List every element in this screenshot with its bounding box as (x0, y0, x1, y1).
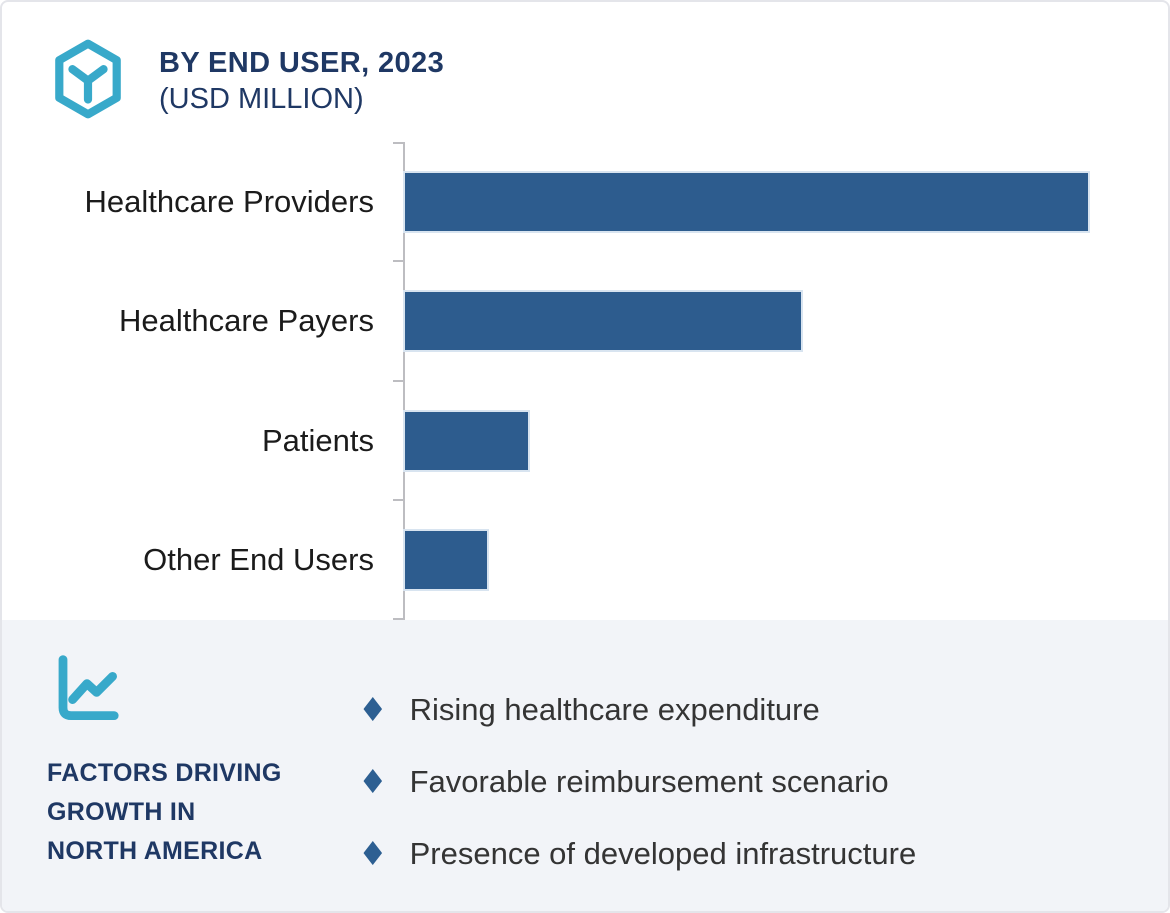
factors-title: FACTORS DRIVING GROWTH IN NORTH AMERICA (47, 754, 347, 871)
factors-list: ♦ Rising healthcare expenditure ♦ Favora… (358, 692, 916, 872)
diamond-bullet-icon: ♦ (358, 762, 388, 801)
chart-title-block: BY END USER, 2023 (USD MILLION) (159, 38, 444, 117)
factor-text: Rising healthcare expenditure (409, 692, 820, 727)
chart-subtitle: (USD MILLION) (159, 83, 364, 115)
hexagon-cube-icon (55, 39, 121, 119)
bar-track (405, 531, 1088, 590)
category-label: Healthcare Payers (118, 303, 374, 339)
list-item: ♦ Presence of developed infrastructure (358, 836, 916, 872)
axis-tick (393, 499, 403, 501)
chart-row: Patients (2, 381, 1168, 501)
chart-row: Healthcare Payers (2, 262, 1168, 382)
chart-title: BY END USER, 2023 (159, 47, 445, 79)
category-label: Other End Users (143, 542, 374, 578)
bar-chart: Healthcare Providers Healthcare Payers P… (2, 142, 1168, 620)
diamond-bullet-icon: ♦ (358, 690, 388, 729)
chart-bar (405, 531, 487, 590)
chart-row: Healthcare Providers (2, 142, 1168, 262)
chart-bar (405, 172, 1088, 231)
bar-track (405, 292, 1088, 351)
list-item: ♦ Favorable reimbursement scenario (358, 764, 916, 800)
factors-header-block: FACTORS DRIVING GROWTH IN NORTH AMERICA (47, 650, 347, 871)
factor-text: Favorable reimbursement scenario (409, 764, 889, 799)
axis-tick (393, 618, 403, 620)
chart-header: BY END USER, 2023 (USD MILLION) (47, 38, 444, 120)
axis-tick (393, 380, 403, 382)
category-label: Patients (261, 422, 374, 458)
diamond-bullet-icon: ♦ (358, 834, 388, 873)
chart-row: Other End Users (2, 501, 1168, 621)
factors-section: FACTORS DRIVING GROWTH IN NORTH AMERICA … (2, 620, 1168, 911)
factors-title-line: GROWTH IN (47, 798, 196, 826)
axis-tick (393, 142, 403, 144)
factors-title-line: FACTORS DRIVING (47, 759, 282, 787)
category-label: Healthcare Providers (84, 183, 374, 219)
chart-bar (405, 292, 802, 351)
axis-tick (393, 260, 403, 262)
factors-title-line: NORTH AMERICA (47, 837, 263, 865)
list-item: ♦ Rising healthcare expenditure (358, 692, 916, 728)
bar-track (405, 172, 1088, 231)
factor-text: Presence of developed infrastructure (409, 836, 917, 871)
bar-track (405, 411, 1088, 470)
line-chart-icon (58, 655, 119, 720)
category-axis-line (403, 142, 405, 620)
chart-bar (405, 411, 528, 470)
